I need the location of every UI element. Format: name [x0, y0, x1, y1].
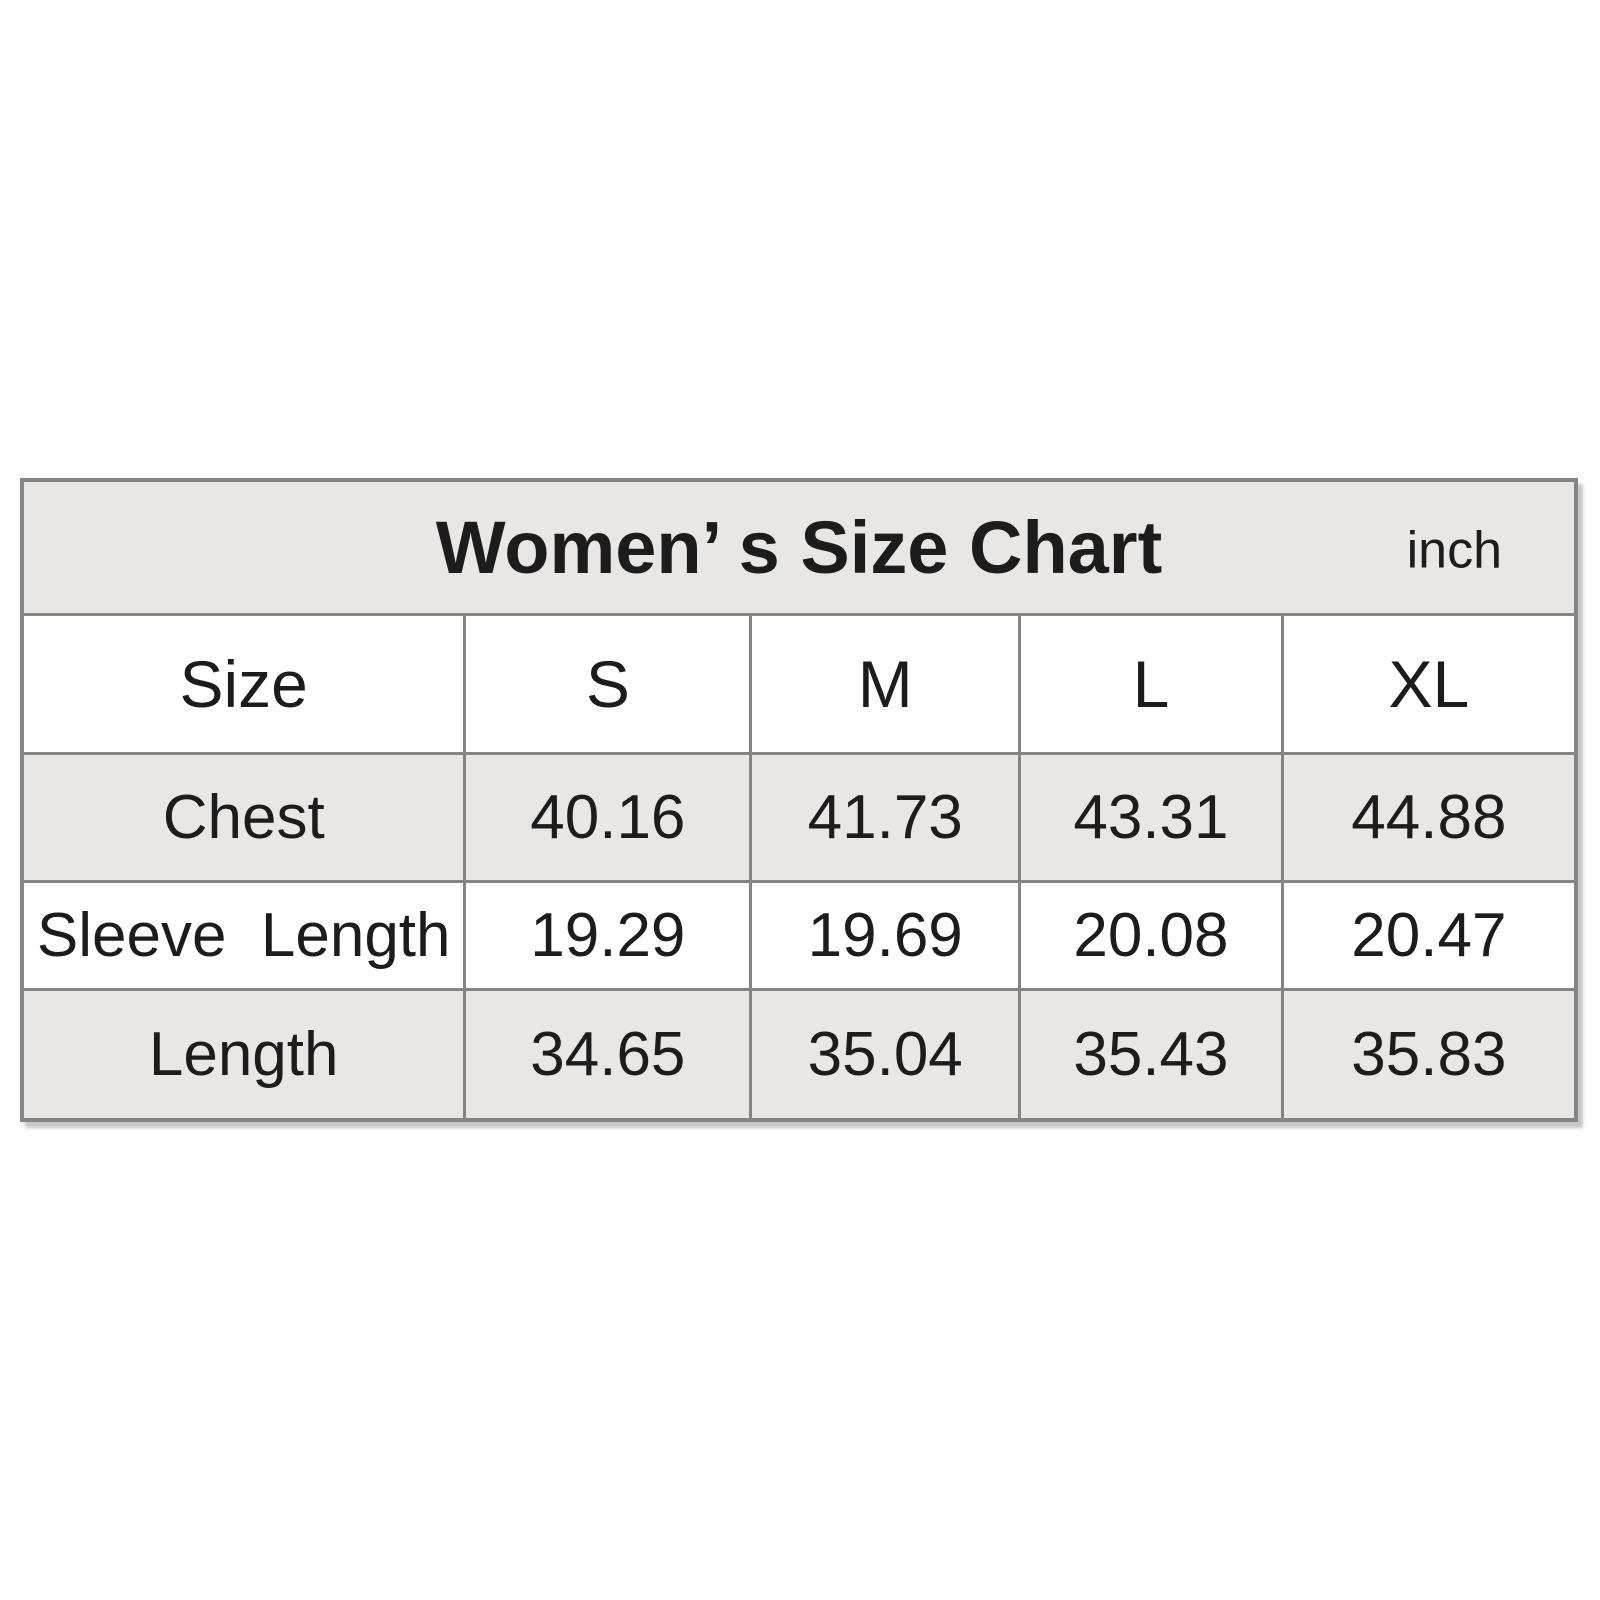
- sleeve-value-l: 20.08: [1018, 879, 1284, 991]
- length-value-l: 35.43: [1018, 987, 1284, 1122]
- chest-value-xl: 44.88: [1280, 751, 1578, 883]
- length-value-xl: 35.83: [1280, 987, 1578, 1122]
- length-value-s: 34.65: [463, 987, 753, 1122]
- size-chart-table: Women’ s Size Chart inch Size S M L XL C…: [20, 478, 1578, 1122]
- unit-label: inch: [1406, 521, 1502, 580]
- column-header-size: Size: [20, 612, 467, 755]
- column-header-s: S: [463, 612, 753, 755]
- length-value-m: 35.04: [749, 987, 1022, 1122]
- column-header-l: L: [1018, 612, 1284, 755]
- row-label-sleeve-length: Sleeve Length: [20, 879, 467, 991]
- table-header-row: Women’ s Size Chart inch: [20, 478, 1578, 616]
- table-row-length: Length 34.65 35.04 35.43 35.83: [20, 987, 1578, 1122]
- chest-value-m: 41.73: [749, 751, 1022, 883]
- column-header-m: M: [749, 612, 1022, 755]
- sleeve-value-xl: 20.47: [1280, 879, 1578, 991]
- row-label-chest: Chest: [20, 751, 467, 883]
- chart-title: Women’ s Size Chart: [435, 505, 1163, 589]
- chest-value-s: 40.16: [463, 751, 753, 883]
- row-label-length: Length: [20, 987, 467, 1122]
- chest-value-l: 43.31: [1018, 751, 1284, 883]
- table-header-cell: Women’ s Size Chart inch: [20, 478, 1578, 616]
- column-header-xl: XL: [1280, 612, 1578, 755]
- table-row-sleeve-length: Sleeve Length 19.29 19.69 20.08 20.47: [20, 879, 1578, 991]
- table-row-chest: Chest 40.16 41.73 43.31 44.88: [20, 751, 1578, 883]
- size-chart: Women’ s Size Chart inch Size S M L XL C…: [20, 478, 1578, 1122]
- sleeve-value-s: 19.29: [463, 879, 753, 991]
- sleeve-value-m: 19.69: [749, 879, 1022, 991]
- column-header-row: Size S M L XL: [20, 612, 1578, 755]
